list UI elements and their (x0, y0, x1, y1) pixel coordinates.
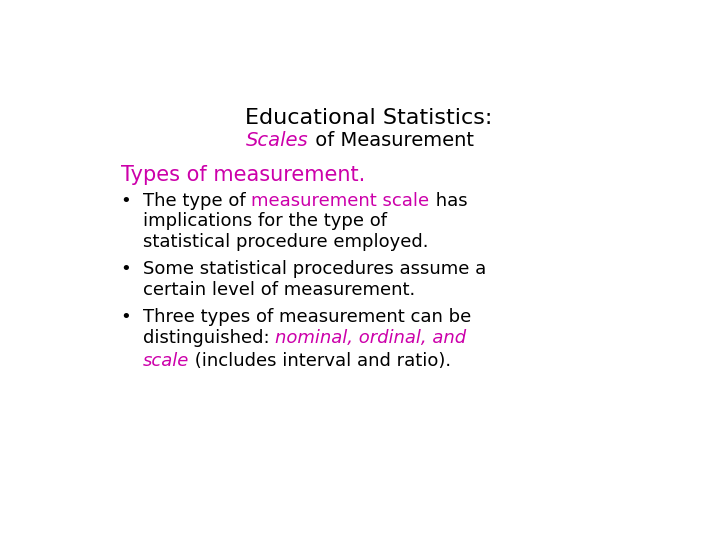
Text: •: • (121, 260, 132, 278)
Text: of Measurement: of Measurement (309, 131, 474, 150)
Text: statistical procedure employed.: statistical procedure employed. (143, 233, 428, 251)
Text: has: has (430, 192, 467, 210)
Text: Educational Statistics:: Educational Statistics: (246, 109, 492, 129)
Text: measurement scale: measurement scale (251, 192, 430, 210)
Text: nominal, ordinal, and: nominal, ordinal, and (275, 329, 467, 347)
Text: •: • (121, 192, 132, 210)
Text: Types of measurement.: Types of measurement. (121, 165, 365, 185)
Text: certain level of measurement.: certain level of measurement. (143, 281, 415, 299)
Text: The type of: The type of (143, 192, 251, 210)
Text: distinguished:: distinguished: (143, 329, 275, 347)
Text: Scales: Scales (246, 131, 309, 150)
Text: •: • (121, 308, 132, 326)
Text: Three types of measurement can be: Three types of measurement can be (143, 308, 472, 326)
Text: scale: scale (143, 352, 189, 370)
Text: Some statistical procedures assume a: Some statistical procedures assume a (143, 260, 486, 278)
Text: (includes interval and ratio).: (includes interval and ratio). (189, 352, 451, 370)
Text: implications for the type of: implications for the type of (143, 212, 387, 231)
